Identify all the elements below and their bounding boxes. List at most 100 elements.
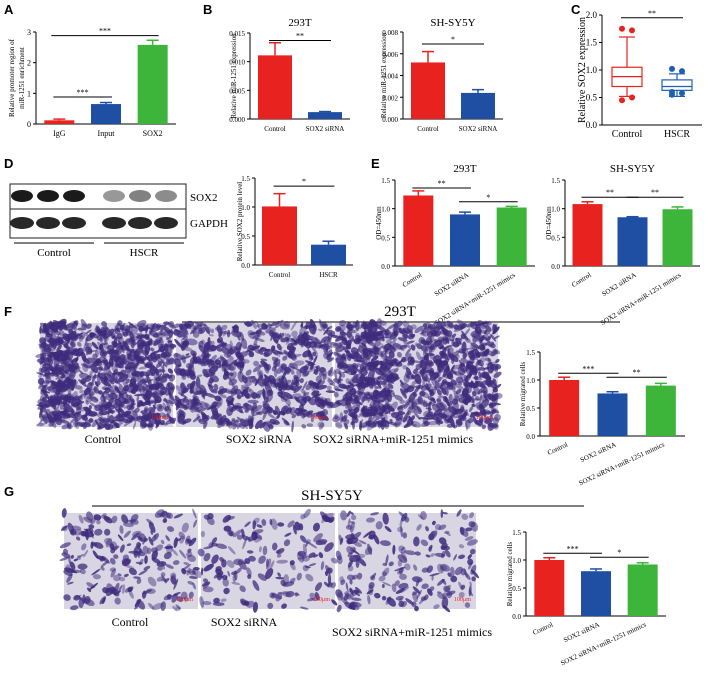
stained-cell <box>125 378 130 384</box>
stained-cell <box>327 336 331 341</box>
stained-cell <box>88 418 94 423</box>
stained-cell <box>98 362 103 374</box>
stained-cell <box>182 387 189 394</box>
stained-cell <box>416 343 423 350</box>
stained-cell <box>161 373 170 378</box>
y-tick-label: 0.5 <box>241 233 250 241</box>
stained-cell <box>68 370 76 382</box>
stained-cell <box>207 380 213 387</box>
stained-cell <box>162 413 170 420</box>
stained-cell <box>253 343 258 346</box>
category-label: SOX2 siRNA <box>579 441 617 465</box>
stained-cell <box>89 368 96 375</box>
stained-cell <box>85 400 89 405</box>
stained-cell <box>350 420 355 426</box>
outlier-point <box>619 25 625 32</box>
y-tick-label: 0.0 <box>586 120 598 130</box>
bar <box>411 62 445 119</box>
stained-cell <box>293 374 298 380</box>
stained-cell <box>149 365 155 371</box>
y-axis-label: OD=450nm <box>545 206 553 240</box>
stained-cell <box>139 355 145 361</box>
stained-cell <box>167 382 175 391</box>
stained-cell <box>290 393 302 400</box>
category-label: SOX2 siRNA+miR-1251 mimics <box>433 271 517 327</box>
stained-cell <box>75 421 85 427</box>
stained-cell <box>98 399 108 408</box>
stained-cell <box>189 356 198 365</box>
stained-cell <box>277 388 283 391</box>
bar <box>597 393 628 436</box>
stained-cell <box>156 403 163 411</box>
stained-cell <box>226 329 231 338</box>
stained-cell <box>254 419 263 430</box>
stained-cell <box>394 394 403 401</box>
bar <box>549 380 580 436</box>
stained-cell <box>47 339 57 348</box>
y-axis-label: Relative miR-1251 expression <box>380 32 388 118</box>
stained-cell <box>254 332 260 341</box>
stained-cell <box>121 360 131 365</box>
stained-cell <box>250 319 257 329</box>
stained-cell <box>326 349 333 361</box>
stained-cell <box>283 391 293 400</box>
stained-cell <box>208 334 214 337</box>
stained-cell <box>83 389 88 399</box>
category-label: SOX2 siRNA+miR-1251 mimics <box>578 440 666 487</box>
stained-cell <box>458 336 463 347</box>
stained-cell <box>262 409 268 421</box>
bar <box>137 44 168 124</box>
stained-cell <box>62 355 68 362</box>
chart-g: 0.0 0.5 1.0 1.5 Relative migrated cells Contr… <box>506 529 666 667</box>
outlier-point <box>619 97 625 104</box>
stained-cell <box>300 389 307 395</box>
stained-cell <box>252 338 258 349</box>
y-tick-label: 0.005 <box>229 87 245 95</box>
stained-cell <box>209 374 219 383</box>
stained-cell <box>284 397 291 407</box>
stained-cell <box>214 395 222 402</box>
stained-cell <box>271 356 279 363</box>
stained-cell <box>121 410 132 418</box>
stained-cell <box>255 337 265 343</box>
significance-label: * <box>617 548 621 557</box>
stained-cell <box>286 333 291 338</box>
stained-cell <box>266 406 274 414</box>
stained-cell <box>206 404 217 411</box>
stained-cell <box>322 344 329 356</box>
stained-cell <box>38 343 47 349</box>
band-gapdh <box>102 217 126 229</box>
stained-cell <box>449 364 455 375</box>
scale-bar-label: 100μm <box>151 415 168 421</box>
stained-cell <box>315 384 328 390</box>
stained-cell <box>346 330 353 338</box>
stained-cell <box>164 406 170 412</box>
stained-cell <box>247 416 254 426</box>
bar <box>581 571 611 616</box>
stained-cell <box>301 333 311 339</box>
stained-cell <box>128 365 138 376</box>
stained-cell <box>180 340 187 351</box>
stained-cell <box>452 341 459 348</box>
stained-cell <box>414 342 418 348</box>
outlier-point <box>669 89 675 95</box>
stained-cell <box>167 388 172 399</box>
stained-cell <box>124 338 133 345</box>
stained-cell <box>239 331 245 341</box>
stained-cell <box>146 330 154 338</box>
y-tick-label: 1 <box>27 89 31 98</box>
stained-cell <box>263 374 272 383</box>
stained-cell <box>316 342 323 349</box>
stained-cell <box>317 421 325 428</box>
stained-cell <box>198 340 204 348</box>
stained-cell <box>271 366 277 372</box>
stained-cell <box>122 323 126 328</box>
stained-cell <box>129 335 138 343</box>
stained-cell <box>46 356 53 362</box>
stained-cell <box>152 404 156 409</box>
micrograph-image: 100μm <box>171 318 337 433</box>
stained-cell <box>477 366 486 371</box>
chart-e1: 0.0 0.5 1.0 1.5 OD=450nm 293T Control SOX2 siRN… <box>375 163 535 327</box>
stained-cell <box>320 413 329 421</box>
